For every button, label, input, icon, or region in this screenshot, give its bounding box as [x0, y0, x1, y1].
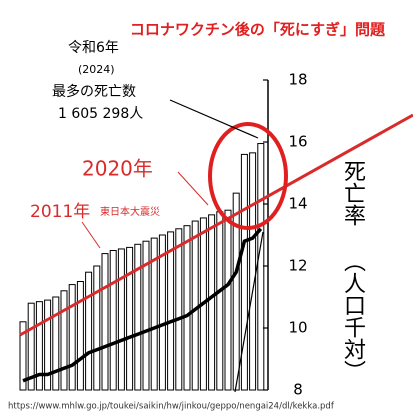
bar [208, 214, 216, 391]
bar [240, 153, 248, 391]
y-tick-label: 10 [288, 319, 307, 337]
bar [142, 240, 150, 391]
bar [224, 209, 232, 391]
bar [175, 228, 183, 391]
bar [85, 271, 93, 391]
bar [134, 243, 142, 391]
bar [183, 225, 191, 391]
y-axis-label: 死亡率 [340, 160, 366, 226]
y-tick-label: 18 [288, 71, 307, 89]
bar [68, 284, 76, 391]
pointer-2020 [177, 171, 209, 206]
bar [249, 152, 257, 391]
annotation: 令和6年 [68, 40, 119, 56]
bar [216, 211, 224, 391]
bar [126, 246, 134, 391]
plot-area: 8 10 12 14 16 18 [19, 71, 308, 399]
bar [257, 143, 265, 391]
arrow-line [234, 231, 264, 393]
y-tick-label: 8 [293, 381, 303, 399]
trend-line [19, 113, 413, 337]
annotation: 2020年 [82, 157, 153, 181]
source-url: https://www.mhlw.go.jp/toukei/saikin/hw/… [8, 402, 335, 412]
bar [19, 321, 27, 391]
annotation: 最多の死亡数 [52, 83, 136, 100]
bar [27, 302, 35, 391]
bar [232, 192, 240, 391]
annotation: 東日本大震災 [100, 205, 160, 218]
y-axis-label-sub: （人口千対） [340, 250, 366, 382]
y-tick-label: 16 [288, 133, 307, 151]
bar [35, 301, 43, 391]
bar [52, 296, 60, 391]
pointer-line [169, 99, 259, 139]
bar [150, 237, 158, 391]
bar [109, 250, 117, 391]
bar [167, 231, 175, 391]
bar [76, 281, 84, 391]
y-tick-label: 12 [288, 257, 307, 275]
y-tick-label: 14 [288, 195, 307, 213]
bar [93, 265, 101, 391]
annotation: 1 605 298人 [58, 106, 143, 122]
bar [101, 253, 109, 391]
bar [158, 234, 166, 391]
bar [60, 290, 68, 391]
bar [44, 299, 52, 391]
annotation: (2024) [78, 63, 115, 76]
bar [117, 248, 125, 391]
bar [191, 220, 199, 391]
chart-title: コロナワクチン後の「死にすぎ」問題 [130, 21, 386, 39]
rate-line [22, 227, 263, 383]
highlight-ellipse [208, 122, 288, 230]
pointer-2011 [81, 221, 101, 249]
annotation: 2011年 [30, 202, 90, 222]
